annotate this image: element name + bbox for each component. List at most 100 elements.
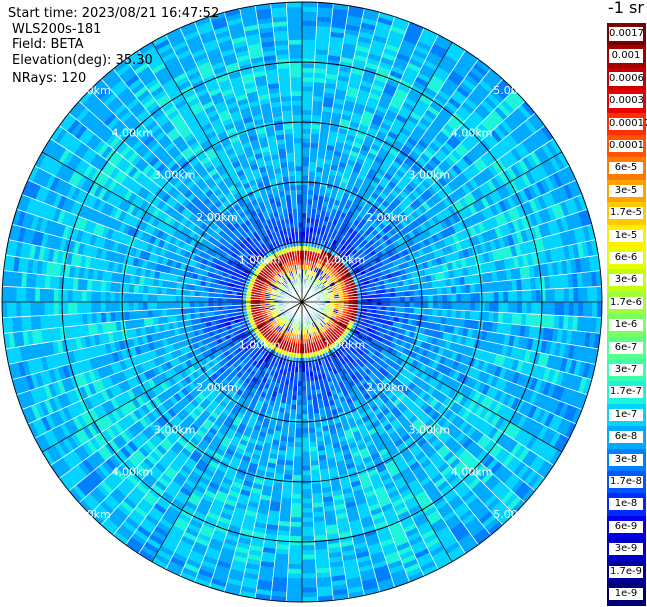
range-gate-cell	[301, 563, 317, 570]
range-gate-cell	[296, 395, 303, 401]
range-gate-cell	[465, 301, 471, 312]
range-gate-cell	[301, 184, 309, 190]
range-gate-cell	[309, 156, 318, 163]
range-gate-cell	[381, 297, 387, 303]
range-gate-cell	[301, 512, 314, 518]
range-gate-cell	[301, 53, 316, 59]
range-gate-cell	[290, 507, 303, 514]
range-gate-cell	[512, 290, 518, 303]
range-gate-cell	[549, 301, 556, 316]
range-gate-cell	[301, 193, 308, 200]
range-gate-cell	[301, 489, 313, 495]
range-gate-cell	[288, 545, 303, 551]
range-gate-cell	[381, 301, 387, 307]
range-gate-cell	[573, 301, 579, 317]
range-gate-cell	[521, 290, 528, 303]
range-gate-cell	[423, 295, 429, 303]
range-gate-cell	[563, 287, 570, 303]
range-gate-cell	[568, 301, 575, 317]
range-gate-cell	[301, 395, 308, 401]
range-gate-cell	[287, 563, 303, 570]
range-gate-cell	[301, 381, 307, 387]
range-gate-cell	[376, 301, 382, 307]
range-gate-cell	[474, 301, 481, 312]
range-gate-cell	[512, 301, 518, 314]
range-gate-cell	[301, 156, 310, 162]
range-gate-cell	[286, 582, 303, 589]
range-gate-cell	[573, 287, 579, 303]
range-gate-cell	[307, 409, 314, 415]
range-gate-cell	[301, 414, 309, 420]
range-gate-cell	[306, 399, 314, 406]
range-gate-cell	[474, 292, 481, 303]
range-gate-cell	[291, 484, 303, 490]
range-gate-cell	[301, 507, 314, 514]
range-gate-cell	[286, 587, 303, 593]
range-gate-cell	[309, 446, 318, 453]
range-gate-cell	[400, 301, 406, 308]
range-gate-cell	[285, 450, 295, 457]
range-gate-cell	[592, 286, 598, 303]
range-gate-cell	[301, 428, 310, 434]
range-gate-cell	[577, 301, 584, 317]
range-gate-cell	[489, 301, 495, 313]
range-gate-cell	[301, 592, 318, 598]
range-gate-cell	[287, 432, 296, 438]
range-gate-cell	[413, 307, 420, 315]
range-gate-cell	[531, 301, 537, 315]
range-gate-cell	[436, 308, 443, 317]
range-gate-cell	[549, 288, 556, 303]
range-gate-cell	[422, 288, 429, 296]
range-gate-cell	[442, 294, 448, 303]
range-gate-cell	[535, 289, 542, 303]
range-gate-cell	[301, 474, 312, 481]
range-gate-cell	[288, 559, 303, 565]
range-gate-cell	[290, 521, 303, 528]
range-gate-cell	[296, 400, 303, 406]
range-gate-cell	[493, 301, 500, 313]
range-gate-cell	[301, 203, 308, 209]
range-gate-cell	[292, 465, 303, 471]
range-gate-cell	[301, 212, 307, 218]
range-gate-cell	[291, 498, 303, 504]
range-gate-cell	[309, 455, 319, 462]
range-gate-cell	[301, 109, 313, 115]
range-gate-cell	[297, 376, 303, 382]
range-gate-cell	[301, 559, 316, 565]
range-gate-cell	[301, 451, 311, 457]
range-gate-cell	[441, 309, 448, 318]
range-gate-cell	[301, 456, 311, 462]
range-gate-cell	[290, 517, 303, 523]
range-gate-cell	[469, 283, 476, 294]
range-gate-cell	[464, 284, 471, 294]
range-gate-cell	[307, 413, 315, 420]
range-gate-cell	[596, 301, 602, 318]
range-gate-cell	[301, 67, 315, 73]
range-gate-cell	[395, 301, 401, 308]
range-gate-cell	[409, 295, 415, 303]
range-gate-cell	[301, 442, 310, 448]
range-gate-cell	[301, 423, 309, 429]
range-gate-cell	[484, 301, 490, 313]
range-gate-cell	[577, 287, 584, 303]
range-gate-cell	[289, 413, 297, 420]
range-gate-cell	[310, 128, 321, 135]
range-gate-cell	[291, 493, 303, 500]
range-gate-cell	[301, 20, 317, 27]
range-gate-cell	[386, 301, 392, 307]
range-gate-cell	[293, 446, 303, 453]
range-gate-cell	[301, 114, 313, 120]
range-gate-cell	[289, 531, 303, 537]
range-gate-cell	[399, 290, 406, 298]
range-gate-cell	[301, 189, 309, 195]
range-gate-cell	[301, 104, 313, 111]
range-gate-cell	[301, 128, 312, 134]
range-gate-cell	[301, 493, 313, 500]
range-gate-cell	[307, 184, 315, 191]
range-gate-cell	[414, 295, 420, 303]
range-gate-cell	[301, 43, 316, 50]
range-gate-cell	[301, 151, 311, 158]
range-gate-cell	[592, 301, 598, 318]
range-gate-cell	[284, 464, 294, 471]
range-gate-cell	[422, 308, 429, 316]
